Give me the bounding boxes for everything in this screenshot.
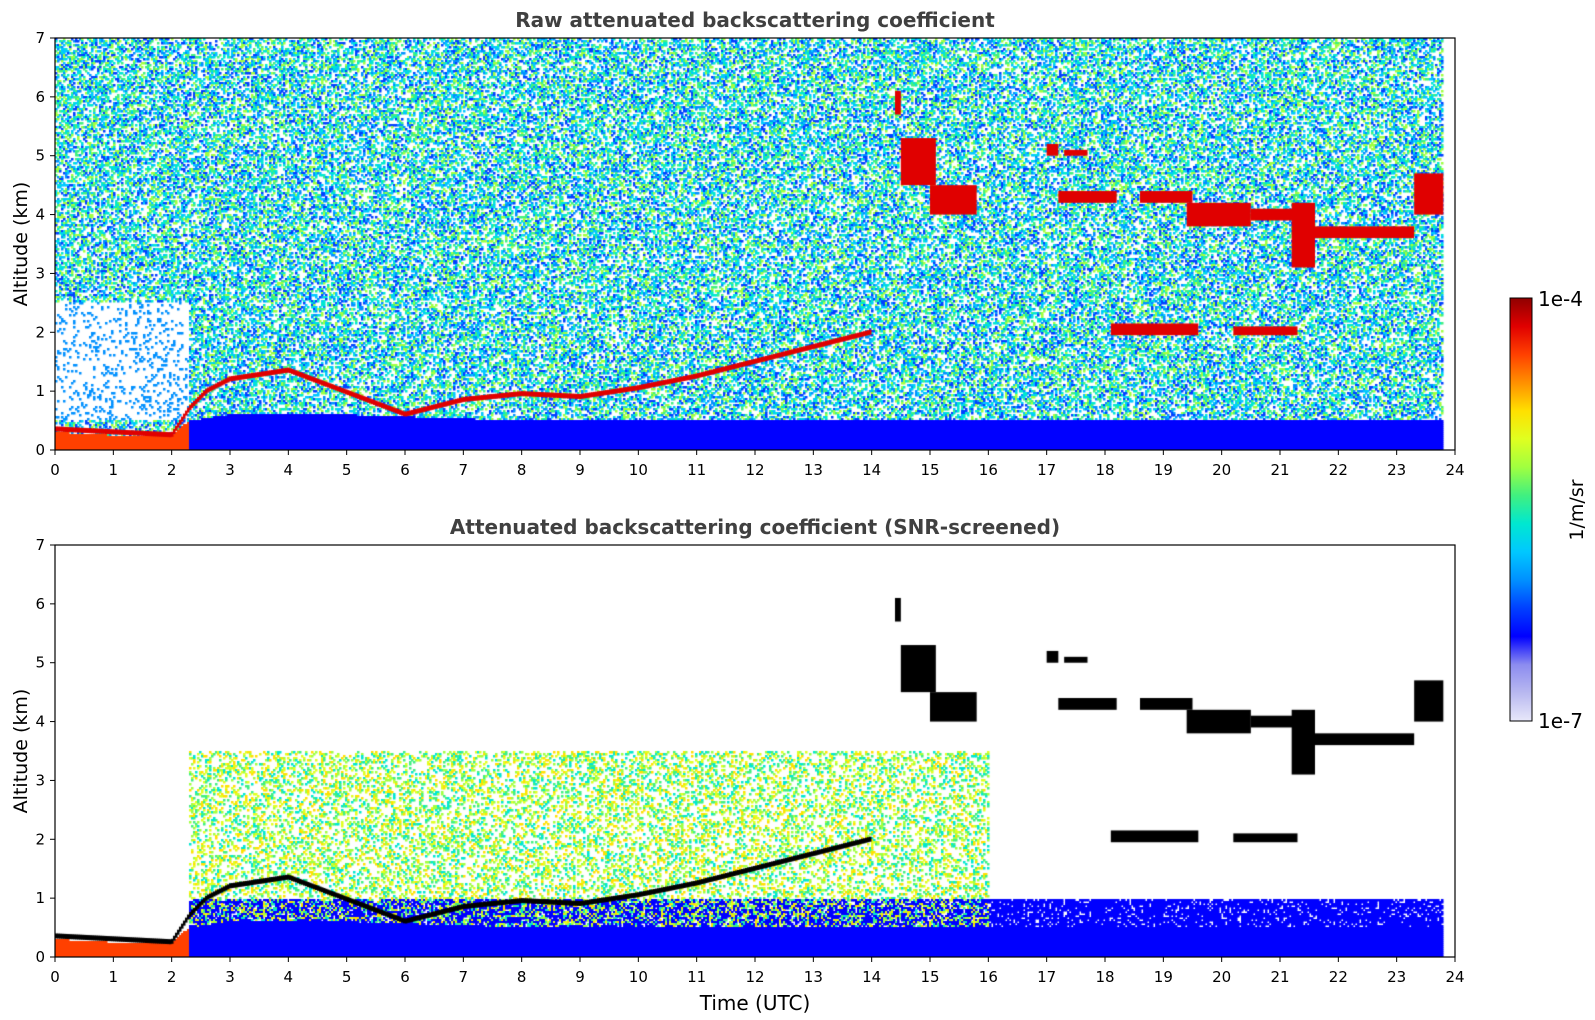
x-tick-label: 20 [1212, 461, 1231, 479]
colorbar-max-label: 1e-4 [1538, 287, 1583, 311]
x-tick-label: 19 [1154, 461, 1173, 479]
y-tick-label: 5 [35, 654, 45, 672]
x-tick-label: 11 [687, 968, 706, 986]
y-tick-label: 6 [35, 88, 45, 106]
x-tick-label: 22 [1329, 968, 1348, 986]
x-tick-label: 6 [400, 461, 410, 479]
x-tick-label: 23 [1387, 968, 1406, 986]
y-tick-label: 0 [35, 441, 45, 459]
x-tick-label: 18 [1095, 461, 1114, 479]
y-tick-label: 7 [35, 29, 45, 47]
x-tick-label: 16 [979, 461, 998, 479]
y-axis-label-raw: Altitude (km) [10, 182, 32, 307]
x-tick-label: 3 [225, 461, 235, 479]
x-tick-label: 11 [687, 461, 706, 479]
x-tick-label: 3 [225, 968, 235, 986]
panel-raw: Raw attenuated backscattering coefficien… [10, 8, 1465, 479]
x-tick-label: 15 [920, 461, 939, 479]
x-tick-label: 5 [342, 968, 352, 986]
colorbar-unit-label: 1/m/sr [1566, 479, 1588, 540]
plot-area-raw [55, 38, 1455, 450]
colorbar-min-label: 1e-7 [1538, 709, 1583, 733]
x-tick-label: 21 [1270, 461, 1289, 479]
x-tick-label: 2 [167, 968, 177, 986]
x-tick-label: 24 [1445, 968, 1464, 986]
x-tick-label: 6 [400, 968, 410, 986]
x-tick-label: 7 [459, 968, 469, 986]
x-tick-label: 10 [629, 461, 648, 479]
x-tick-label: 23 [1387, 461, 1406, 479]
x-tick-label: 0 [50, 461, 60, 479]
x-tick-label: 17 [1037, 461, 1056, 479]
x-tick-label: 17 [1037, 968, 1056, 986]
y-tick-label: 2 [35, 323, 45, 341]
x-tick-label: 18 [1095, 968, 1114, 986]
x-tick-label: 13 [804, 968, 823, 986]
y-tick-label: 1 [35, 382, 45, 400]
x-tick-label: 10 [629, 968, 648, 986]
x-tick-label: 24 [1445, 461, 1464, 479]
x-tick-label: 4 [284, 968, 294, 986]
x-tick-label: 1 [109, 461, 119, 479]
x-tick-label: 16 [979, 968, 998, 986]
colorbar-gradient [1509, 297, 1533, 722]
plot-frame-screened [54, 544, 1456, 958]
heatmap-image [55, 38, 1455, 450]
x-tick-label: 1 [109, 968, 119, 986]
y-tick-label: 2 [35, 830, 45, 848]
x-tick-label: 14 [862, 968, 881, 986]
x-tick-label: 22 [1329, 461, 1348, 479]
x-axis-label: Time (UTC) [699, 991, 811, 1015]
ticks-raw: 0 1 2 3 4 5 6 7 8 9 10 11 12 13 14 15 16 17 18 19 20 21 22 23 24… [35, 29, 1464, 479]
ticks-screened: 0 1 2 3 4 5 6 7 8 9 10 11 12 13 14 15 16 17 18 19 20 21 22 23 24… [35, 536, 1464, 986]
x-tick-label: 0 [50, 968, 60, 986]
y-tick-label: 7 [35, 536, 45, 554]
x-tick-label: 2 [167, 461, 177, 479]
panel-screened: Attenuated backscattering coefficient (S… [10, 515, 1465, 1015]
y-axis-label-screened: Altitude (km) [10, 689, 32, 814]
colorbar: 1e-4 1e-7 1/m/sr [1509, 287, 1588, 733]
x-tick-label: 8 [517, 968, 527, 986]
x-tick-label: 5 [342, 461, 352, 479]
x-tick-label: 12 [745, 461, 764, 479]
y-tick-label: 6 [35, 595, 45, 613]
x-tick-label: 12 [745, 968, 764, 986]
y-tick-label: 3 [35, 264, 45, 282]
y-tick-label: 4 [35, 713, 45, 731]
x-tick-label: 7 [459, 461, 469, 479]
x-tick-label: 4 [284, 461, 294, 479]
y-tick-label: 4 [35, 206, 45, 224]
y-tick-label: 0 [35, 948, 45, 966]
x-tick-label: 21 [1270, 968, 1289, 986]
x-tick-label: 20 [1212, 968, 1231, 986]
x-tick-label: 14 [862, 461, 881, 479]
plot-frame-raw [54, 37, 1456, 451]
x-tick-label: 15 [920, 968, 939, 986]
x-tick-label: 9 [575, 968, 585, 986]
y-tick-label: 3 [35, 771, 45, 789]
chart-title-raw: Raw attenuated backscattering coefficien… [515, 8, 995, 32]
heatmap-image [55, 545, 1455, 957]
x-tick-label: 19 [1154, 968, 1173, 986]
x-tick-label: 8 [517, 461, 527, 479]
x-tick-label: 13 [804, 461, 823, 479]
y-tick-label: 5 [35, 147, 45, 165]
plot-area-screened [55, 545, 1455, 957]
y-tick-label: 1 [35, 889, 45, 907]
chart-title-screened: Attenuated backscattering coefficient (S… [450, 515, 1060, 539]
x-tick-label: 9 [575, 461, 585, 479]
